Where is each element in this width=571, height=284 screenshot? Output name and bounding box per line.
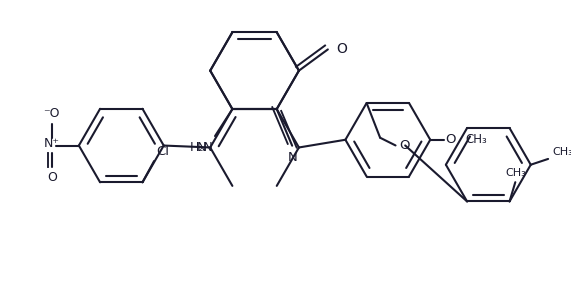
Text: H₂N: H₂N xyxy=(190,141,213,154)
Text: O: O xyxy=(399,139,410,152)
Text: ⁻O: ⁻O xyxy=(43,107,60,120)
Text: O: O xyxy=(47,171,57,184)
Text: O: O xyxy=(446,133,456,146)
Text: CH₃: CH₃ xyxy=(505,168,526,178)
Text: N⁺: N⁺ xyxy=(44,137,60,150)
Text: CH₃: CH₃ xyxy=(552,147,571,157)
Text: N: N xyxy=(287,151,297,164)
Text: Cl: Cl xyxy=(156,145,169,158)
Text: N: N xyxy=(196,141,206,154)
Text: CH₃: CH₃ xyxy=(465,133,486,146)
Text: O: O xyxy=(336,42,347,57)
